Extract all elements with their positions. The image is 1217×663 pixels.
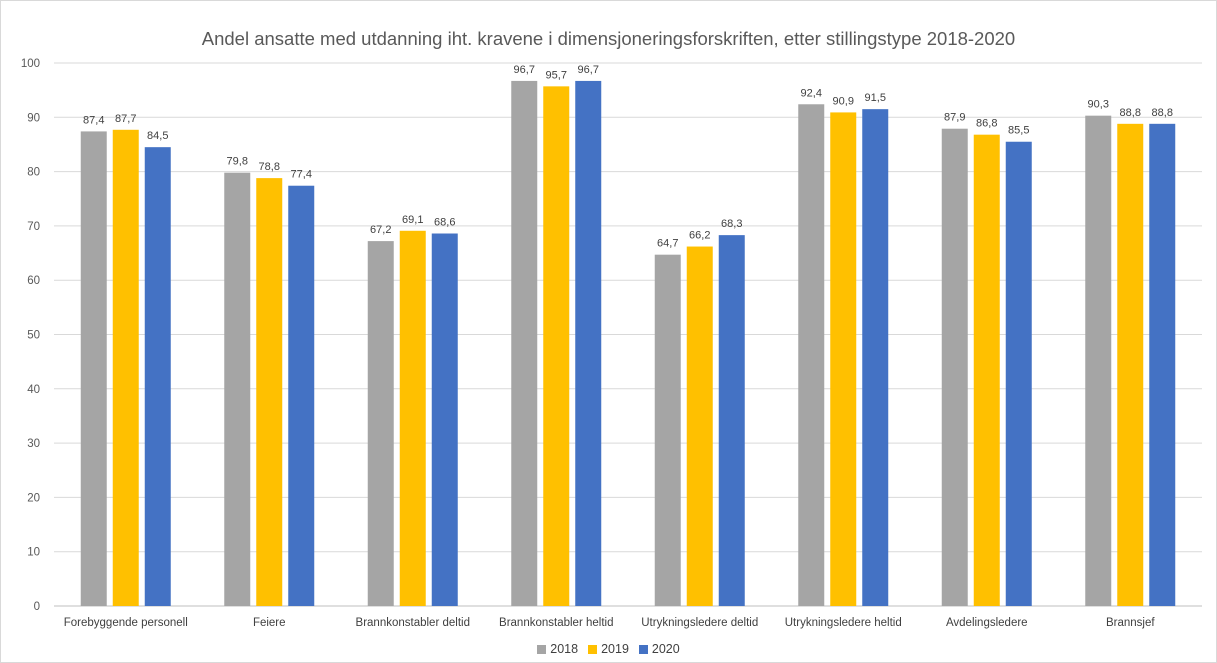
bar (399, 230, 426, 607)
x-tick-label: Utrykningsledere heltid (785, 617, 902, 629)
data-label: 77,4 (291, 169, 312, 181)
data-label: 87,4 (83, 114, 104, 126)
data-label: 86,8 (976, 118, 997, 130)
legend-swatch (588, 644, 598, 654)
bar (686, 246, 713, 606)
data-label: 92,4 (801, 87, 822, 99)
data-label: 78,8 (259, 161, 280, 173)
data-label: 87,9 (944, 112, 965, 124)
data-label: 85,5 (1008, 125, 1029, 137)
data-label: 79,8 (227, 156, 248, 168)
y-tick-label: 70 (27, 221, 40, 233)
y-tick-label: 30 (27, 438, 40, 450)
bar (1005, 141, 1032, 607)
bar (144, 147, 171, 607)
data-label: 96,7 (514, 64, 535, 76)
bar (543, 86, 570, 606)
y-tick-label: 50 (27, 330, 40, 342)
legend-label: 2018 (550, 642, 579, 656)
y-tick-label: 0 (34, 601, 40, 613)
data-label: 96,7 (578, 64, 599, 76)
legend-label: 2019 (601, 642, 629, 656)
bar (1149, 123, 1176, 606)
chart-legend: 2018 2019 2020 (0, 642, 1217, 656)
bar (973, 134, 1000, 606)
data-label: 88,8 (1120, 107, 1141, 119)
data-label: 87,7 (115, 113, 136, 125)
bar (575, 80, 602, 606)
y-tick-label: 40 (27, 384, 40, 396)
y-tick-label: 90 (27, 112, 40, 124)
bar (1085, 115, 1112, 607)
x-tick-label: Brannsjef (1106, 617, 1155, 629)
bar (511, 80, 538, 606)
bar (798, 104, 825, 606)
data-label: 69,1 (402, 214, 423, 226)
bar (367, 241, 394, 606)
legend-item: 2020 (638, 642, 680, 656)
data-label: 88,8 (1152, 107, 1173, 119)
data-label: 90,9 (833, 95, 854, 107)
bar (862, 109, 889, 606)
data-label: 68,3 (721, 218, 742, 230)
legend-swatch (537, 644, 547, 654)
bar (941, 128, 968, 606)
x-tick-label: Feiere (253, 617, 286, 629)
x-tick-label: Avdelingsledere (946, 617, 1028, 629)
bar (654, 254, 681, 606)
bar (830, 112, 857, 607)
bar (256, 178, 283, 606)
y-tick-label: 100 (21, 58, 40, 70)
legend-label: 2020 (651, 642, 680, 656)
x-tick-label: Brannkonstabler heltid (499, 617, 613, 629)
data-label: 67,2 (370, 224, 391, 236)
x-tick-label: Brannkonstabler deltid (356, 617, 470, 629)
data-label: 84,5 (147, 130, 168, 142)
bar (112, 129, 139, 606)
data-label: 66,2 (689, 230, 710, 242)
legend-item: 2019 (588, 642, 629, 656)
bar (431, 233, 458, 606)
data-label: 95,7 (546, 69, 567, 81)
bar (718, 235, 745, 607)
data-label: 91,5 (865, 92, 886, 104)
data-label: 90,3 (1088, 99, 1109, 111)
x-tick-label: Forebyggende personell (64, 617, 188, 629)
y-tick-label: 10 (27, 547, 40, 559)
legend-item: 2018 (537, 642, 578, 656)
bar (224, 172, 251, 606)
y-tick-label: 80 (27, 167, 40, 179)
bar (288, 185, 315, 606)
x-tick-label: Utrykningsledere deltid (641, 617, 758, 629)
legend-swatch (638, 644, 648, 654)
chart-title: Andel ansatte med utdanning iht. kravene… (201, 28, 1016, 49)
bar (80, 131, 107, 606)
data-label: 64,7 (657, 238, 678, 250)
y-tick-label: 60 (27, 275, 40, 287)
bar (1117, 123, 1144, 606)
data-label: 68,6 (434, 217, 455, 229)
y-tick-label: 20 (27, 492, 40, 504)
